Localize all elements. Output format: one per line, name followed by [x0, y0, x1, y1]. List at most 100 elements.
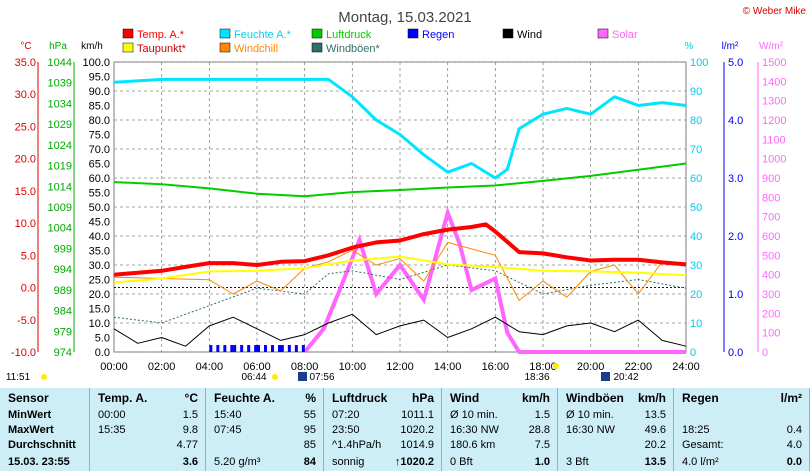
time-tick-label: 04:00 [196, 361, 224, 373]
legend-label: Taupunkt* [137, 43, 187, 55]
temp-tick-label: 35.0 [15, 57, 36, 69]
solar-tick-label: 900 [762, 173, 780, 185]
solar-tick-label: 1400 [762, 76, 786, 88]
cell-value: 9.8 [182, 424, 198, 436]
column-header: Regen [682, 391, 719, 405]
humidity-tick-label: 30 [690, 260, 702, 272]
legend-swatch [597, 28, 609, 39]
column-header: Windböen [566, 391, 624, 405]
table-column [324, 388, 442, 471]
rain-bar [264, 345, 267, 352]
cell-note: ^1.4hPa/h [332, 439, 382, 451]
wind-tick-label: 40.0 [89, 231, 110, 243]
wind-tick-label: 35.0 [89, 246, 110, 258]
legend-label: Luftdruck [326, 29, 372, 41]
statistics-table: Sensor Temp. A. °C Feuchte A.% Luftdruck hPa W… [0, 388, 810, 471]
table-column [558, 388, 674, 471]
cell-value: 55 [303, 409, 316, 421]
rain-tick-label: 2.0 [728, 231, 743, 243]
rain-bar [271, 345, 274, 352]
weather-chart: Montag, 15.03.2021 © Weber Mike Temp. A.* F… [6, 6, 807, 383]
table-column [0, 388, 90, 471]
solar-tick-label: 1500 [762, 57, 786, 69]
time-tick-label: 10:00 [339, 361, 367, 373]
wind-axis-unit: km/h [81, 41, 103, 52]
wind-tick-label: 0.0 [95, 347, 110, 359]
wind-tick-label: 5.0 [95, 333, 110, 345]
temp-tick-label: 5.0 [21, 250, 36, 262]
legend-swatch [122, 42, 134, 53]
temp-tick-label: 20.0 [15, 154, 36, 166]
column-unit: hPa [411, 391, 434, 405]
time-tick-label: 00:00 [100, 361, 128, 373]
pressure-tick-label: 1034 [48, 98, 72, 110]
cell-value: 84 [303, 456, 316, 468]
pressure-tick-label: 1039 [48, 78, 72, 90]
cell-note: 16:30 NW [450, 424, 499, 436]
rain-bar [301, 345, 305, 352]
row-label: 15.03. 23:55 [8, 456, 70, 468]
cell-value: 1.5 [182, 409, 198, 421]
rain-bar [240, 345, 244, 352]
rain-bar [247, 345, 251, 352]
cell-value: 20.2 [644, 439, 666, 451]
cell-note: 15:40 [214, 409, 242, 421]
legend-swatch [311, 42, 323, 53]
solar-tick-label: 0 [762, 347, 768, 359]
rain-bar [216, 345, 220, 352]
rain-bar [230, 345, 234, 352]
cell-value: 1011.1 [401, 409, 434, 421]
cell-value: 1020.2 [400, 424, 434, 436]
pressure-tick-label: 994 [54, 264, 72, 276]
civil-sunrise-label: 07:56 [309, 372, 334, 383]
table-column [206, 388, 324, 471]
cell-note: Gesamt: [682, 439, 724, 451]
column-header: Sensor [8, 391, 49, 405]
rain-bar [209, 345, 213, 352]
humidity-tick-label: 20 [690, 289, 702, 301]
rain-tick-label: 3.0 [728, 173, 743, 185]
civil-sunrise-icon [298, 372, 307, 381]
cell-value: 0.0 [786, 456, 802, 468]
cell-value: 13.5 [644, 456, 666, 468]
wind-tick-label: 65.0 [89, 159, 110, 171]
time-tick-label: 16:00 [482, 361, 510, 373]
civil-sunset-label: 20:42 [613, 372, 638, 383]
wind-tick-label: 25.0 [89, 275, 110, 287]
time-tick-label: 24:00 [672, 361, 700, 373]
legend-swatch [502, 28, 514, 39]
wind-tick-label: 95.0 [89, 72, 110, 84]
pressure-tick-label: 1044 [48, 57, 72, 69]
humidity-tick-label: 40 [690, 231, 702, 243]
cell-value: 95 [303, 424, 316, 436]
civil-sunset-icon [601, 372, 610, 381]
wind-tick-label: 100.0 [82, 57, 110, 69]
cell-value: 7.5 [534, 439, 550, 451]
pressure-tick-label: 1014 [48, 181, 72, 193]
wind-tick-label: 50.0 [89, 202, 110, 214]
rain-bar [278, 345, 281, 352]
pressure-tick-label: 1009 [48, 202, 72, 214]
humidity-tick-label: 50 [690, 202, 702, 214]
rain-bar [257, 345, 260, 352]
time-tick-label: 02:00 [148, 361, 176, 373]
rain-axis-unit: l/m² [722, 41, 739, 52]
temp-tick-label: -5.0 [17, 315, 36, 327]
temp-tick-label: 10.0 [15, 218, 36, 230]
table-column [442, 388, 558, 471]
humidity-tick-label: 70 [690, 144, 702, 156]
cell-value: 13.5 [644, 409, 666, 421]
column-header: Feuchte A. [214, 391, 275, 405]
row-label: MinWert [8, 409, 52, 421]
solar-tick-label: 1100 [762, 134, 786, 146]
series-gust [113, 264, 687, 324]
solar-tick-label: 400 [762, 270, 780, 282]
series-dewpoint [113, 255, 687, 284]
solar-tick-label: 200 [762, 308, 780, 320]
wind-tick-label: 30.0 [89, 260, 110, 272]
cell-note: 16:30 NW [566, 424, 615, 436]
rain-bar [233, 345, 237, 352]
cell-value: ↑1020.2 [394, 456, 434, 468]
time-tick-label: 20:00 [577, 361, 605, 373]
legend-swatch [311, 28, 323, 39]
